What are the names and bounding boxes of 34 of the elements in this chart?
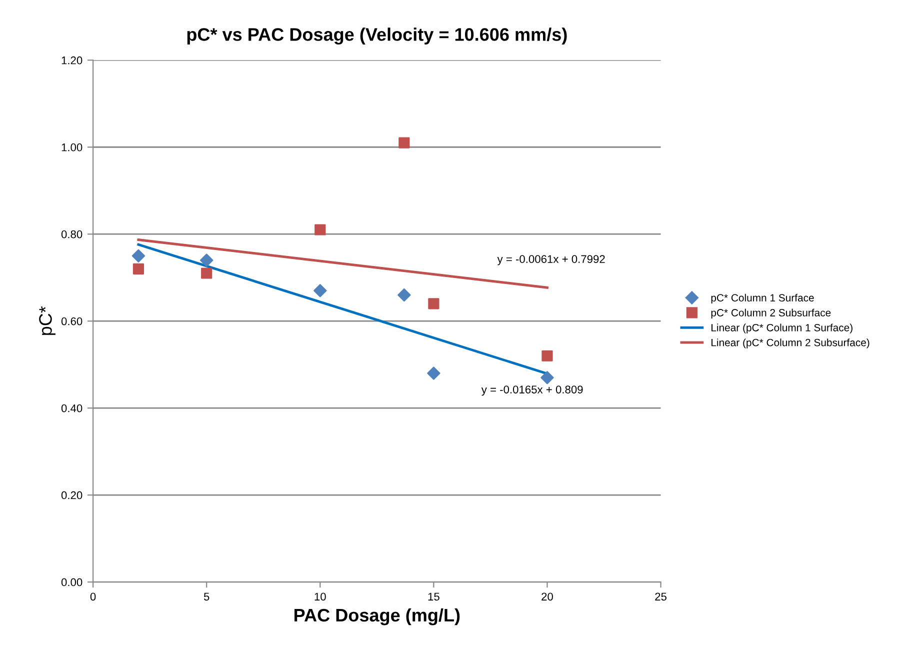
x-tick-label: 15 <box>428 592 440 601</box>
point <box>427 366 440 380</box>
point <box>540 371 554 384</box>
x-tick-label: 20 <box>542 592 553 601</box>
y-tick-label: 1.20 <box>62 56 82 64</box>
point <box>132 263 144 274</box>
legend-label: Linear (pC* Column 1 Surface) <box>712 324 852 334</box>
annotation: y = -0.0165x + 0.809 <box>481 386 583 396</box>
y-tick-label: 0.80 <box>61 230 82 238</box>
x-tick-label: 10 <box>314 592 326 601</box>
point <box>398 288 411 302</box>
point <box>542 350 553 362</box>
annotation: y = -0.0061x + 0.7992 <box>497 255 605 266</box>
y-tick-label: 0.20 <box>61 491 82 500</box>
x-axis-title: PAC Dosage (mg/L) <box>294 608 460 626</box>
x-tick-label: 5 <box>204 592 210 601</box>
y-tick-label: 0.40 <box>61 404 82 412</box>
point <box>314 224 326 236</box>
point <box>201 268 212 279</box>
legend-label: pC* Column 2 Subsurface <box>711 308 831 318</box>
point <box>200 254 214 267</box>
y-axis-title: pC* <box>39 306 56 335</box>
y-tick-label: 0.00 <box>61 578 82 586</box>
point <box>132 249 146 262</box>
point <box>314 284 327 298</box>
chart-title: pC* vs PAC Dosage (Velocity = 10.606 mm/s) <box>187 28 567 45</box>
x-tick-label: 25 <box>655 592 666 601</box>
x-tick-label: 0 <box>90 592 96 601</box>
y-tick-label: 1.00 <box>62 143 82 152</box>
point <box>428 298 440 310</box>
y-tick-label: 0.60 <box>61 317 82 326</box>
legend-label: pC* Column 1 Surface <box>711 294 814 304</box>
point <box>398 137 410 148</box>
legend-label: Linear (pC* Column 2 Subsurface) <box>712 338 870 348</box>
